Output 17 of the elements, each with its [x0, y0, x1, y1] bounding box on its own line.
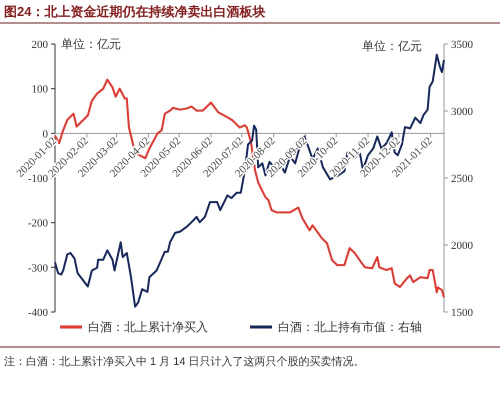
annotation: 单位：亿元: [362, 39, 422, 53]
y2-tick-label: 3000: [451, 106, 474, 118]
legend-label: 白酒：北上持有市值：右轴: [278, 320, 422, 334]
y-tick-label: -200: [28, 218, 48, 230]
annotation: 单位：亿元: [61, 37, 121, 51]
y-tick-label: 0: [42, 128, 48, 140]
y2-tick-label: 2500: [451, 173, 474, 185]
y-tick-label: 100: [32, 84, 48, 96]
y2-tick-label: 1500: [451, 307, 474, 319]
legend-label: 白酒：北上累计净买入: [88, 320, 208, 334]
y-tick-label: -300: [28, 262, 48, 274]
y2-tick-label: 2000: [451, 240, 474, 252]
chart-title: 图24：北上资金近期仍在持续净卖出白酒板块: [4, 4, 266, 19]
y-tick-label: 200: [32, 39, 48, 51]
y2-tick-label: 3500: [451, 39, 474, 51]
text: 注：白酒：北上累计净买入中 1 月 14 日只计入了这两只个股的买卖情况。: [4, 355, 365, 368]
y-tick-label: -400: [28, 307, 48, 319]
